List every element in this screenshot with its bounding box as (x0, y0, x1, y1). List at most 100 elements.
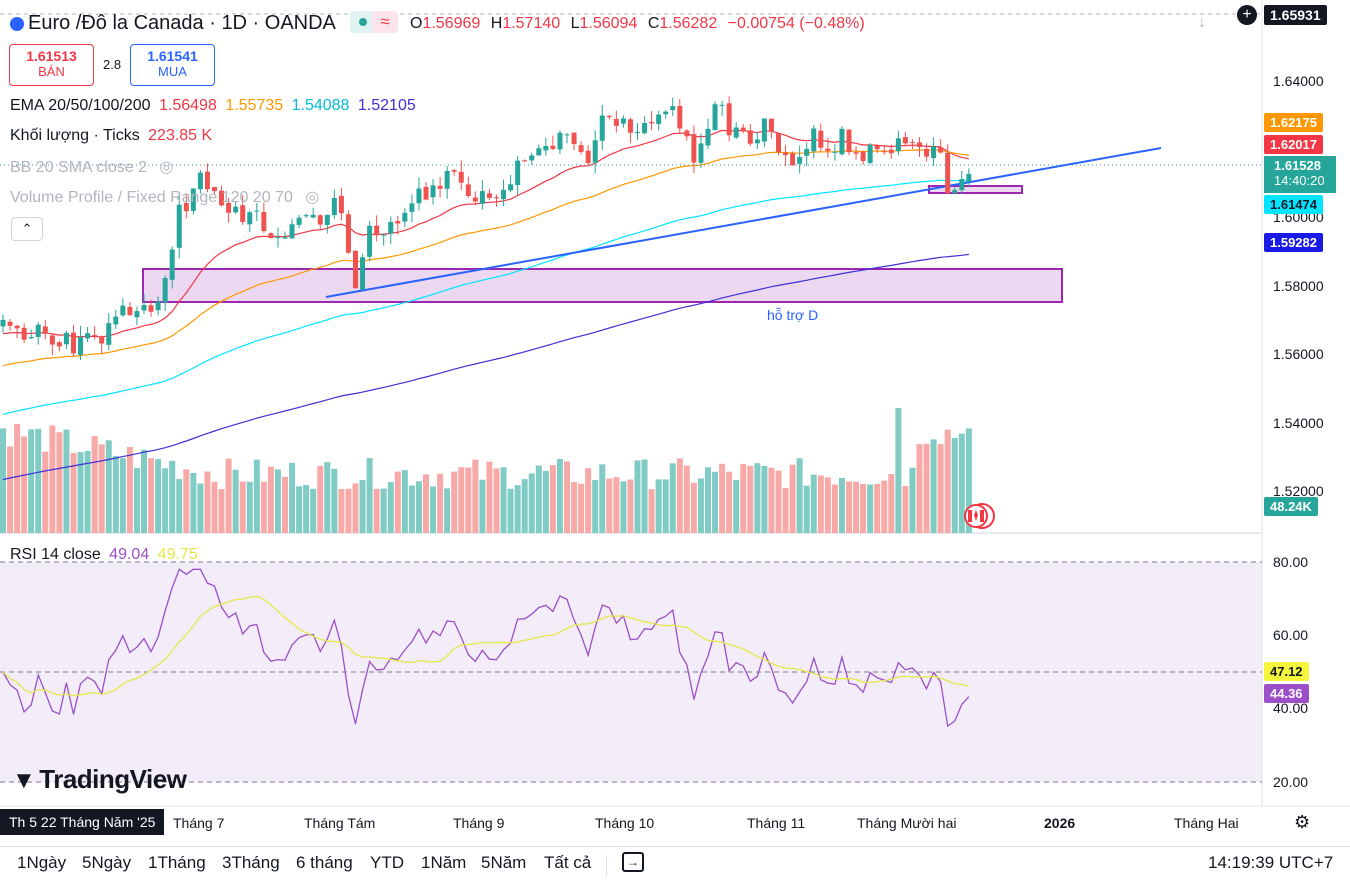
range-button-5d[interactable]: 5Ngày (82, 853, 132, 872)
sell-label: BÁN (38, 64, 65, 79)
candle-body (240, 205, 246, 222)
candle-body (486, 193, 492, 198)
clock-timezone[interactable]: 14:19:39 UTC+7 (1208, 853, 1334, 872)
candle-body (649, 121, 655, 124)
candle-body (353, 250, 358, 289)
range-button-3m[interactable]: 3Tháng (222, 853, 280, 872)
volume-bar (521, 479, 528, 533)
candle-body (825, 148, 831, 151)
download-arrow-icon[interactable]: ↓ (1198, 14, 1206, 31)
volume-bar (726, 471, 733, 533)
candle-body (444, 170, 450, 189)
range-button-all[interactable]: Tất cả (544, 853, 592, 872)
volume-bar (253, 459, 260, 533)
volume-bar (49, 425, 56, 533)
candle-body (472, 197, 478, 202)
candle-body (303, 215, 309, 217)
candle-body (797, 157, 803, 164)
volume-bar (35, 428, 42, 533)
volume-bar (218, 489, 225, 533)
candle-body (106, 323, 112, 345)
volume-bar (84, 450, 91, 533)
range-button-6m[interactable]: 6 tháng (296, 853, 353, 872)
volume-bar (528, 473, 535, 533)
buy-button[interactable]: 1.61541 MUA (130, 44, 215, 86)
candle-body (536, 148, 542, 156)
range-button-ytd[interactable]: YTD (370, 853, 404, 872)
volume-tag: 48.24K (1264, 497, 1318, 516)
candle-body (620, 118, 626, 124)
price-chart[interactable] (0, 0, 1350, 846)
rsi-tag: 44.36 (1264, 684, 1309, 703)
candle-body (952, 189, 958, 194)
volume-bar (867, 484, 874, 533)
rsi-legend[interactable]: RSI 14 close 49.04 49.75 (10, 546, 198, 563)
candle-body (691, 134, 697, 163)
calendar-goto-icon[interactable]: → (622, 852, 644, 872)
volume-bar (831, 484, 838, 533)
candle-body (155, 301, 161, 311)
volume-bar (0, 428, 6, 533)
price-tick: 1.64000 (1273, 73, 1324, 89)
status-dot-button[interactable] (350, 11, 376, 33)
bb-legend[interactable]: BB 20 SMA close 2 ◎ (10, 159, 174, 176)
volume-bar (289, 462, 296, 533)
time-label: 2026 (1044, 815, 1076, 831)
candle-body (522, 160, 528, 162)
volume-bar (458, 467, 465, 533)
volume-bar (126, 447, 133, 533)
volume-bar (232, 469, 239, 533)
top-price-tag: 1.65931 (1264, 5, 1327, 25)
bar-countdown: 14:40:20 (1274, 173, 1325, 188)
range-button-5y[interactable]: 5Năm (481, 853, 527, 872)
volume-bar (733, 480, 740, 533)
price-tick: 1.56000 (1273, 346, 1324, 362)
volume-bar (190, 472, 197, 533)
symbol-title[interactable]: Euro /Đô la Canada · 1D · OANDA (28, 12, 336, 34)
price-tick: 1.54000 (1273, 415, 1324, 431)
volume-bar (70, 452, 77, 533)
volume-bar (648, 489, 655, 533)
candle-body (839, 128, 845, 155)
trend-line[interactable] (325, 147, 1162, 298)
range-button-1d[interactable]: 1Ngày (17, 853, 67, 872)
candle-body (938, 147, 944, 153)
ema-legend[interactable]: EMA 20/50/100/200 1.56498 1.55735 1.5408… (10, 97, 416, 114)
canada-flag-icon[interactable] (964, 503, 995, 529)
support-zone-box[interactable] (142, 268, 1063, 303)
range-button-1m[interactable]: 1Tháng (148, 853, 206, 872)
candle-body (219, 190, 225, 206)
eye-hidden-icon[interactable]: ◎ (305, 189, 320, 206)
volume-bar (888, 473, 895, 533)
support-label[interactable]: hỗ trợ D (767, 307, 819, 323)
low-value: 1.56094 (579, 15, 638, 32)
tradingview-logo[interactable]: ▼ TradingView (12, 764, 187, 794)
volume-bar (761, 465, 768, 533)
price-tick: 1.58000 (1273, 278, 1324, 294)
eye-hidden-icon[interactable]: ◎ (159, 159, 174, 176)
volume-bar (169, 460, 176, 533)
volume-bar (246, 481, 253, 533)
candle-body (550, 145, 556, 149)
volume-bar (267, 466, 274, 533)
volume-bar (585, 468, 592, 533)
settings-gear-icon[interactable]: ⚙ (1294, 812, 1311, 832)
volume-bar (148, 458, 155, 533)
candle-body (684, 130, 690, 137)
volume-bar (408, 485, 415, 533)
collapse-legend-button[interactable]: ⌃ (11, 217, 43, 241)
range-button-1y[interactable]: 1Năm (421, 853, 467, 872)
volume-bar (782, 487, 789, 533)
candle-body (226, 202, 232, 213)
volume-legend[interactable]: Khối lượng · Ticks 223.85 K (10, 127, 213, 144)
change-value: −0.00754 (−0.48%) (727, 15, 865, 32)
volume-bar (77, 452, 84, 533)
plus-icon[interactable]: + (1237, 5, 1257, 25)
volume-profile-legend[interactable]: Volume Profile / Fixed Range 120 20 70 ◎ (10, 189, 320, 206)
candle-body (338, 195, 344, 214)
compare-wave-button[interactable]: ≈ (372, 11, 398, 33)
candle-body (945, 152, 951, 194)
ohlc-readout: O1.56969 H1.57140 L1.56094 C1.56282 −0.0… (410, 15, 865, 32)
sell-button[interactable]: 1.61513 BÁN (9, 44, 94, 86)
candle-body (49, 335, 55, 345)
